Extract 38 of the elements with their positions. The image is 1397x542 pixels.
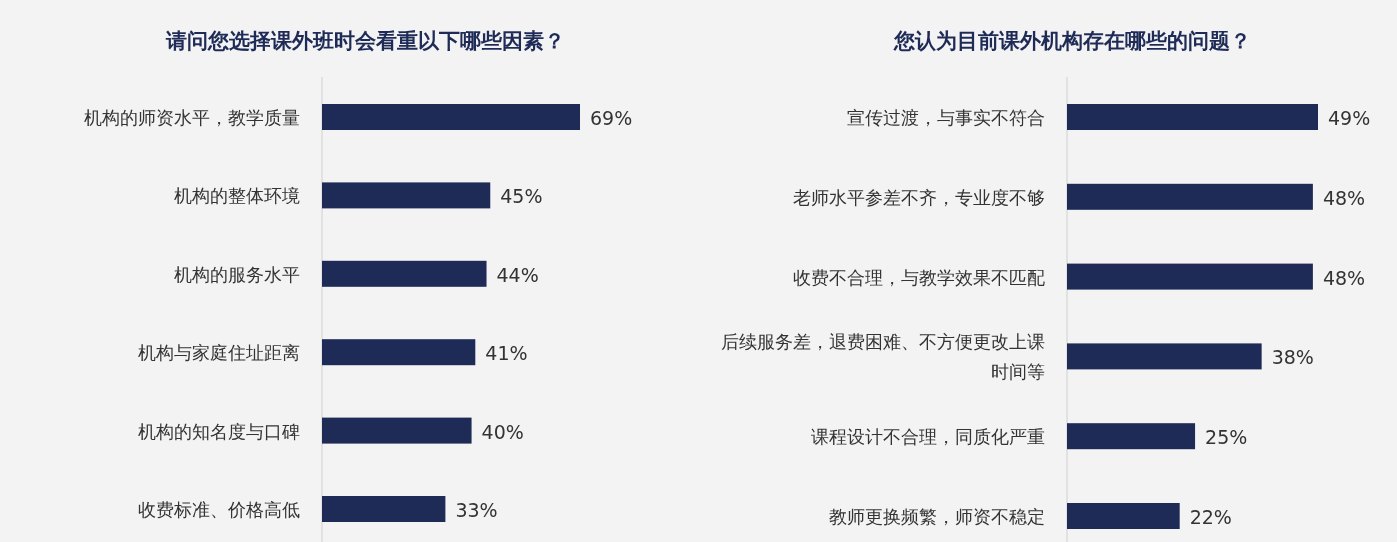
chart-title: 请问您选择课外班时会看重以下哪些因素？	[164, 29, 565, 53]
y-tick-label: 机构的知名度与口碑	[138, 420, 300, 442]
y-tick-label: 机构的师资水平，教学质量	[84, 106, 300, 128]
bar	[322, 104, 580, 130]
data-label: 69%	[590, 107, 633, 129]
data-label: 48%	[1322, 266, 1366, 289]
bar	[322, 260, 487, 287]
bar	[322, 496, 446, 522]
y-tick-label: 宣传过渡，与事实不符合	[847, 106, 1045, 128]
bar	[1067, 104, 1318, 130]
chart-title: 您认为目前课外机构存在哪些的问题？	[892, 29, 1251, 53]
data-label: 45%	[500, 185, 543, 208]
data-label: 38%	[1271, 346, 1314, 369]
y-tick-label: 后续服务差，退费困难、不方便更改上课时间等	[721, 330, 1045, 382]
bar	[1067, 263, 1313, 290]
y-tick-label: 收费标准、价格高低	[138, 498, 300, 520]
y-tick-label: 老师水平参差不齐，专业度不够	[793, 186, 1045, 208]
bar	[1067, 423, 1196, 450]
y-tick-label: 收费不合理，与教学效果不匹配	[793, 266, 1045, 288]
y-tick-label: 机构的整体环境	[174, 184, 300, 206]
data-label: 44%	[496, 263, 539, 286]
data-label: 49%	[1328, 107, 1371, 129]
bar	[1067, 343, 1262, 370]
y-tick-label: 课程设计不合理，同质化严重	[811, 425, 1045, 447]
bar	[1067, 183, 1313, 210]
y-tick-label: 机构与家庭住址距离	[138, 341, 300, 363]
data-label: 41%	[485, 342, 528, 365]
y-tick-label: 机构的服务水平	[174, 263, 300, 285]
data-label: 48%	[1322, 186, 1366, 209]
y-tick-label: 教师更换频繁，师资不稳定	[829, 505, 1045, 527]
data-label: 25%	[1205, 426, 1248, 449]
bar	[322, 339, 476, 366]
bar	[1067, 503, 1180, 529]
bar	[322, 182, 491, 209]
bar	[322, 417, 472, 444]
data-label: 33%	[455, 499, 498, 521]
data-label: 40%	[481, 420, 524, 443]
data-label: 22%	[1189, 506, 1232, 528]
